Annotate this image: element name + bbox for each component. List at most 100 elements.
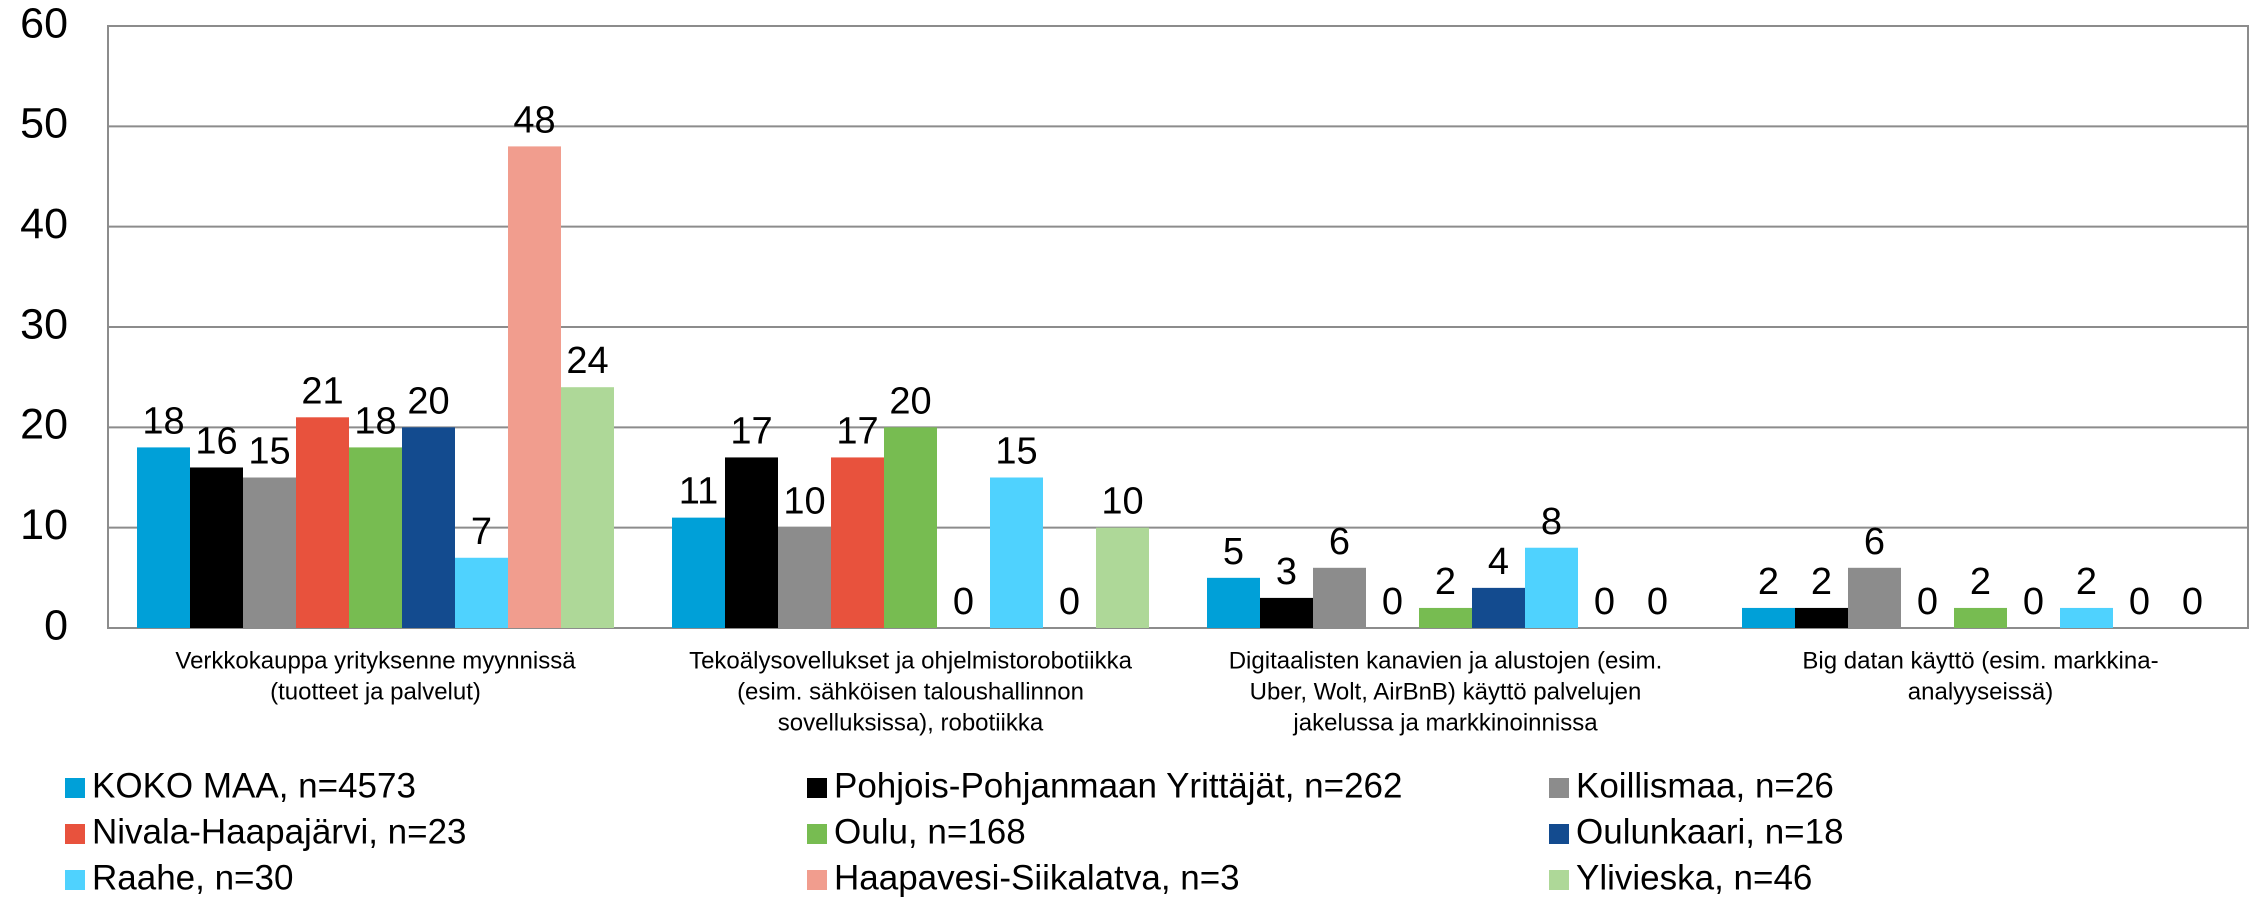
value-label: 15 <box>248 431 290 473</box>
value-label: 0 <box>2129 581 2150 623</box>
legend-swatch <box>807 778 827 798</box>
bar <box>2060 607 2113 628</box>
bar <box>884 427 937 628</box>
value-label: 24 <box>566 340 608 382</box>
legend-swatch <box>807 824 827 844</box>
value-label: 3 <box>1276 551 1297 593</box>
bar <box>137 447 190 628</box>
legend-swatch <box>1549 778 1569 798</box>
legend-swatch <box>807 870 827 890</box>
y-tick-label: 20 <box>20 401 68 449</box>
value-label: 0 <box>1382 581 1403 623</box>
value-label: 2 <box>1435 561 1456 603</box>
value-label: 2 <box>2076 561 2097 603</box>
bar <box>1472 587 1525 628</box>
bar <box>402 427 455 628</box>
bar <box>672 517 725 628</box>
x-tick-label: Tekoälysovellukset ja ohjelmistorobotiik… <box>689 647 1133 674</box>
bar <box>831 457 884 628</box>
value-label: 16 <box>195 420 237 462</box>
legend-label: Haapavesi-Siikalatva, n=3 <box>834 858 1240 897</box>
x-tick-label: analyyseissä) <box>1908 678 2053 705</box>
y-tick-label: 10 <box>20 501 68 549</box>
value-label: 7 <box>471 511 492 553</box>
bar <box>508 146 561 628</box>
bar <box>1419 607 1472 628</box>
y-tick-label: 0 <box>44 601 68 649</box>
legend-label: Oulu, n=168 <box>834 812 1026 851</box>
value-label: 20 <box>407 380 449 422</box>
bar <box>296 417 349 628</box>
x-tick-label: sovelluksissa), robotiikka <box>778 709 1044 736</box>
value-label: 20 <box>889 380 931 422</box>
value-label: 0 <box>1917 581 1938 623</box>
legend-label: KOKO MAA, n=4573 <box>92 766 416 805</box>
value-label: 17 <box>836 410 878 452</box>
value-label: 8 <box>1541 501 1562 543</box>
value-label: 2 <box>1970 561 1991 603</box>
value-label: 21 <box>301 370 343 412</box>
value-label: 2 <box>1811 561 1832 603</box>
y-tick-label: 60 <box>20 0 68 47</box>
bar <box>778 527 831 628</box>
legend-swatch <box>65 824 85 844</box>
bar <box>1848 567 1901 628</box>
y-tick-label: 40 <box>20 200 68 248</box>
bar <box>455 557 508 628</box>
legend-swatch <box>65 778 85 798</box>
x-tick-label: (esim. sähköisen taloushallinnon <box>737 678 1084 705</box>
bar <box>349 447 402 628</box>
legend-label: Koillismaa, n=26 <box>1576 766 1834 805</box>
bar <box>990 477 1043 628</box>
legend-label: Ylivieska, n=46 <box>1576 858 1812 897</box>
bar <box>190 467 243 628</box>
value-label: 0 <box>1059 581 1080 623</box>
value-label: 48 <box>513 99 555 141</box>
legend-swatch <box>65 870 85 890</box>
value-label: 18 <box>142 400 184 442</box>
value-label: 17 <box>730 410 772 452</box>
x-tick-label: Uber, Wolt, AirBnB) käyttö palvelujen <box>1250 678 1642 705</box>
y-tick-label: 30 <box>20 300 68 348</box>
x-tick-label: (tuotteet ja palvelut) <box>270 678 481 705</box>
legend-swatch <box>1549 870 1569 890</box>
value-label: 2 <box>1758 561 1779 603</box>
value-label: 0 <box>2182 581 2203 623</box>
y-tick-label: 50 <box>20 100 68 148</box>
legend-label: Oulunkaari, n=18 <box>1576 812 1844 851</box>
bar <box>725 457 778 628</box>
value-label: 6 <box>1864 521 1885 563</box>
bar <box>1525 547 1578 628</box>
value-label: 0 <box>2023 581 2044 623</box>
value-label: 0 <box>953 581 974 623</box>
x-tick-label: Verkkokauppa yrityksenne myynnissä <box>175 647 576 674</box>
bar <box>1795 607 1848 628</box>
value-label: 11 <box>679 471 718 513</box>
value-label: 6 <box>1329 521 1350 563</box>
x-tick-label: Big datan käyttö (esim. markkina- <box>1802 647 2158 674</box>
bar <box>243 477 296 628</box>
legend-swatch <box>1549 824 1569 844</box>
x-tick-label: Digitaalisten kanavien ja alustojen (esi… <box>1229 647 1663 674</box>
legend-label: Pohjois-Pohjanmaan Yrittäjät, n=262 <box>834 766 1402 805</box>
value-label: 15 <box>995 431 1037 473</box>
bar <box>1260 597 1313 628</box>
bar <box>561 387 614 628</box>
value-label: 0 <box>1594 581 1615 623</box>
value-label: 0 <box>1647 581 1668 623</box>
legend-label: Nivala-Haapajärvi, n=23 <box>92 812 467 851</box>
value-label: 4 <box>1488 541 1509 583</box>
value-label: 5 <box>1223 531 1244 573</box>
value-label: 18 <box>354 400 396 442</box>
value-label: 10 <box>783 481 825 523</box>
plot-border <box>107 25 2249 629</box>
bar <box>1096 527 1149 628</box>
legend-label: Raahe, n=30 <box>92 858 293 897</box>
bar <box>1313 567 1366 628</box>
bar <box>1207 577 1260 628</box>
x-tick-label: jakelussa ja markkinoinnissa <box>1292 709 1598 736</box>
bar <box>1742 607 1795 628</box>
value-label: 10 <box>1101 481 1143 523</box>
bar <box>1954 607 2007 628</box>
